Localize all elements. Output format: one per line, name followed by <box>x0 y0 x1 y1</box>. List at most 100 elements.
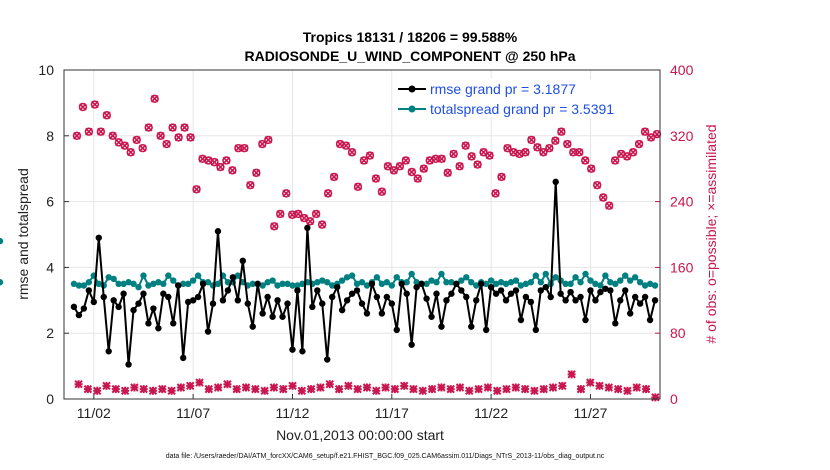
obs-possible-point-circle <box>138 143 147 153</box>
obs-possible-point-circle <box>437 154 446 164</box>
obs-possible-point-cross <box>132 136 141 144</box>
rmse-point <box>299 348 306 355</box>
obs-possible-point <box>581 156 590 165</box>
obs-possible-point-cross <box>264 136 273 144</box>
rmse-point <box>165 293 172 301</box>
axes-box <box>63 69 661 400</box>
rmse-point <box>631 293 639 301</box>
totalspread-point <box>388 282 395 289</box>
rmse-point <box>184 298 192 306</box>
obs-assimilated-point <box>288 381 297 391</box>
obs-possible-point <box>311 209 321 219</box>
rmse-point <box>90 298 98 306</box>
obs-possible-point-circle <box>497 172 506 182</box>
obs-assimilated-point <box>325 379 334 389</box>
rmse-point <box>527 298 535 306</box>
rmse-point <box>115 303 122 311</box>
obs-possible-point-cross <box>396 162 404 170</box>
totalspread-point <box>413 279 420 286</box>
obs-possible-point-circle <box>293 209 303 219</box>
obs-possible-point <box>353 182 363 191</box>
obs-assimilated-point <box>465 386 474 395</box>
obs-possible-point-cross <box>79 103 87 111</box>
rmse-point <box>309 303 316 311</box>
obs-possible-point <box>102 111 112 120</box>
obs-possible-point-cross <box>174 133 183 142</box>
totalspread-point <box>383 279 391 286</box>
rmse-point <box>512 287 520 294</box>
obs-assimilated-point <box>474 384 483 394</box>
obs-possible-point <box>282 189 291 198</box>
obs-possible-point-cross <box>641 127 649 136</box>
obs-possible-point-circle <box>521 148 530 157</box>
obs-possible-point <box>317 220 327 229</box>
obs-assimilated-point <box>353 384 362 394</box>
rmse-point <box>125 361 132 368</box>
totalspread-point <box>125 279 132 286</box>
obs-possible-point <box>305 217 315 226</box>
totalspread-point <box>279 280 286 288</box>
obs-possible-point-cross <box>599 193 607 202</box>
rmse-point <box>130 306 137 314</box>
rmse-point <box>249 323 256 330</box>
rmse-point <box>547 293 554 301</box>
rmse-point <box>497 287 505 294</box>
obs-possible-point-cross <box>138 144 147 152</box>
obs-possible-point <box>192 185 201 194</box>
obs-possible-point-circle <box>449 149 458 159</box>
legend-spread-marker <box>408 105 416 113</box>
obs-possible-point <box>162 139 171 149</box>
totalspread-point <box>120 280 127 288</box>
totalspread-point <box>607 279 614 286</box>
totalspread-point <box>393 274 400 281</box>
x-tick-label: 11/12 <box>275 405 309 421</box>
rmse-point <box>487 283 495 291</box>
obs-possible-point <box>569 148 578 157</box>
obs-possible-point-circle <box>162 139 171 149</box>
rmse-point <box>319 300 326 307</box>
obs-possible-point <box>120 141 129 150</box>
obs-possible-point-circle <box>282 189 291 198</box>
obs-possible-point-circle <box>222 156 231 165</box>
obs-possible-point-circle <box>102 111 112 120</box>
obs-assimilated-point <box>251 384 260 394</box>
totalspread-point <box>259 282 266 289</box>
obs-possible-point <box>491 189 500 198</box>
obs-assimilated-point <box>390 384 400 394</box>
obs-possible-point-circle <box>311 209 321 219</box>
obs-possible-point-circle <box>186 133 195 142</box>
legend-box <box>393 79 653 119</box>
rmse-point <box>150 305 157 312</box>
obs-possible-point-cross <box>402 156 410 165</box>
totalspread-point <box>234 272 242 279</box>
rmse-point <box>204 328 212 335</box>
totalspread-point <box>363 282 371 289</box>
totalspread-point <box>140 272 147 279</box>
rmse-point <box>572 297 579 304</box>
obs-assimilated-point <box>632 383 641 392</box>
totalspread-point <box>299 280 306 288</box>
obs-possible-point-cross <box>372 174 380 183</box>
obs-possible-point-cross <box>342 141 350 150</box>
obs-possible-point-cross <box>455 162 464 170</box>
totalspread-point <box>155 279 162 286</box>
totalspread-point <box>110 275 117 283</box>
totalspread-point <box>577 279 584 286</box>
totalspread-point <box>592 280 599 288</box>
obs-possible-point-circle <box>347 148 357 157</box>
obs-possible-point-circle <box>431 154 440 164</box>
obs-assimilated-point <box>111 384 121 394</box>
obs-possible-point <box>365 151 375 160</box>
obs-possible-point-cross <box>653 130 661 138</box>
obs-assimilated-point <box>241 383 251 392</box>
totalspread-point <box>314 279 321 286</box>
rmse-point <box>343 297 351 304</box>
rmse-point <box>492 290 500 297</box>
obs-possible-point-circle <box>84 127 94 136</box>
totalspread-point <box>627 277 634 284</box>
obs-assimilated-point <box>334 384 344 394</box>
obs-possible-point-circle <box>628 148 638 157</box>
x-axis-label: Nov.01,2013 00:00:00 start <box>276 427 444 443</box>
obs-assimilated-point <box>297 386 307 395</box>
x-tick-label: 11/27 <box>573 405 607 421</box>
